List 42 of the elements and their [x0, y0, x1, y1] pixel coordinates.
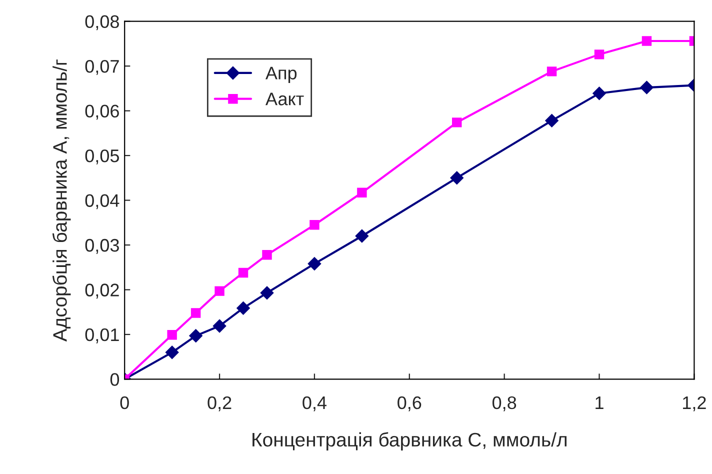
- y-tick-label: 0,05: [85, 149, 119, 164]
- point: [642, 36, 652, 46]
- point: [262, 250, 272, 260]
- point: [190, 308, 201, 318]
- x-axis-title: Концентрація барвника С, ммоль/л: [252, 432, 566, 450]
- point: [189, 329, 202, 342]
- point: [594, 50, 604, 60]
- point: [545, 114, 558, 128]
- point: [450, 171, 464, 184]
- y-tick-label: 0,02: [85, 284, 119, 299]
- point: [546, 66, 557, 76]
- point: [357, 188, 367, 198]
- y-tick-label: 0,04: [85, 194, 120, 210]
- x-tick-label: 0,4: [302, 396, 326, 412]
- y-axis-title: Адсорбція барвника А, ммоль/г: [52, 59, 71, 342]
- point: [452, 118, 462, 128]
- x-tick-label: 0,8: [492, 396, 516, 412]
- y-tick-label: 0,03: [85, 238, 119, 254]
- point: [212, 319, 226, 333]
- x-tick-label: 0,6: [398, 396, 422, 412]
- point: [355, 229, 369, 243]
- legend-label: Апр: [265, 66, 297, 84]
- point: [308, 257, 322, 270]
- point: [310, 220, 320, 230]
- x-tick-label: 0: [120, 396, 129, 410]
- y-tick-label: 0,01: [85, 328, 119, 344]
- point: [214, 286, 224, 296]
- point: [640, 80, 654, 94]
- x-tick-label: 0,2: [208, 396, 232, 412]
- point: [260, 286, 274, 300]
- x-tick-label: 1,2: [683, 396, 706, 412]
- y-tick-label: 0,08: [85, 15, 119, 30]
- point: [238, 268, 248, 278]
- legend-label: Аакт: [265, 92, 304, 106]
- x-tick-label: 1: [596, 396, 604, 409]
- point: [236, 301, 250, 315]
- y-tick-label: 0,07: [85, 60, 119, 75]
- y-tick-label: 0,06: [85, 104, 119, 120]
- point: [165, 346, 179, 359]
- y-tick-label: 0: [110, 373, 120, 386]
- point: [167, 330, 177, 340]
- point: [592, 86, 606, 100]
